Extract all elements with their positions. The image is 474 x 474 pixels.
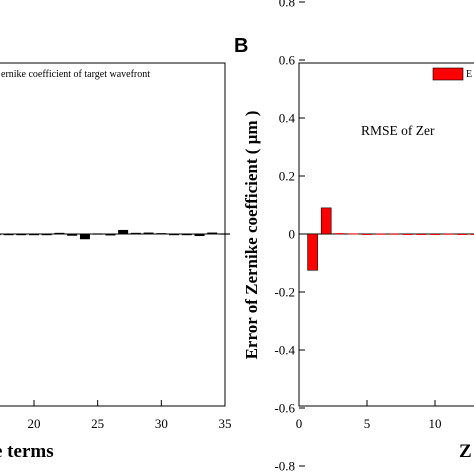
panel-b: B 0.8 0.6 0.4 0.2 0 -0.2 -0.4 -0.6 -0.8 0 5 10 E R… [234,0,474,474]
bar [67,234,78,236]
y-tick-label: -0.6 [274,401,295,416]
bar [16,234,27,236]
panel-b-legend-label: E [466,69,472,80]
bar [194,234,205,237]
bar [92,233,103,235]
y-tick-label: 0.6 [279,53,296,68]
panel-a-x-axis-title: e terms [0,441,54,462]
bar [169,234,180,236]
panel-b-annotation: RMSE of Zer [361,123,435,138]
x-tick-label: 30 [155,416,168,431]
bar [143,232,154,234]
y-tick-label: 0.4 [279,111,296,126]
bar [41,234,52,236]
panel-b-x-axis-title: Z [459,441,472,462]
bar [220,233,230,235]
bar [207,232,218,234]
x-tick-label: 20 [28,416,41,431]
panel-b-letter: B [234,35,248,57]
x-tick-label: 10 [429,416,442,431]
bar [3,234,14,236]
y-tick-label: 0 [289,227,296,242]
bar [79,234,90,240]
bar [470,234,474,235]
panel-b-y-axis-title: Error of Zernike coefficient ( μm ) [242,111,261,360]
bar [334,233,345,235]
bar [389,233,400,235]
bar [307,233,318,271]
bar [457,234,468,235]
bar [320,207,332,235]
y-tick-label: -0.4 [274,343,295,358]
bar [362,234,372,235]
bar [105,234,116,236]
x-tick-label: 0 [296,416,303,431]
panel-a-x-ticks: 20 25 30 35 [28,400,232,431]
panel-a-legend-label: ernike coefficient of target wavefront [1,69,150,80]
bar [0,234,1,236]
y-tick-label: 0.2 [279,169,295,184]
bar [181,234,192,236]
panel-b-x-ticks: 0 5 10 [296,400,442,431]
x-tick-label: 5 [364,416,371,431]
panel-b-bars [307,207,474,271]
bar [348,233,359,235]
bar [118,229,129,234]
x-tick-label: 25 [91,416,104,431]
bar [54,232,65,235]
x-tick-label: 35 [219,416,232,431]
panel-b-legend-swatch [432,67,464,81]
bar [130,232,141,235]
y-tick-label: -0.2 [274,285,295,300]
panel-b-y-ticks: 0.8 0.6 0.4 0.2 0 -0.2 -0.4 -0.6 -0.8 [274,0,305,474]
bar [430,234,440,235]
panel-a-bars [0,229,230,240]
bar [156,233,167,235]
bar [402,234,413,235]
bar [375,233,386,235]
y-tick-label: 0.8 [279,0,295,10]
panel-a: 20 25 30 35 ernike coefficient of target wa… [0,62,232,462]
bar [416,234,427,235]
y-tick-label: -0.8 [274,459,295,474]
bar [443,233,454,235]
bar [29,234,39,236]
